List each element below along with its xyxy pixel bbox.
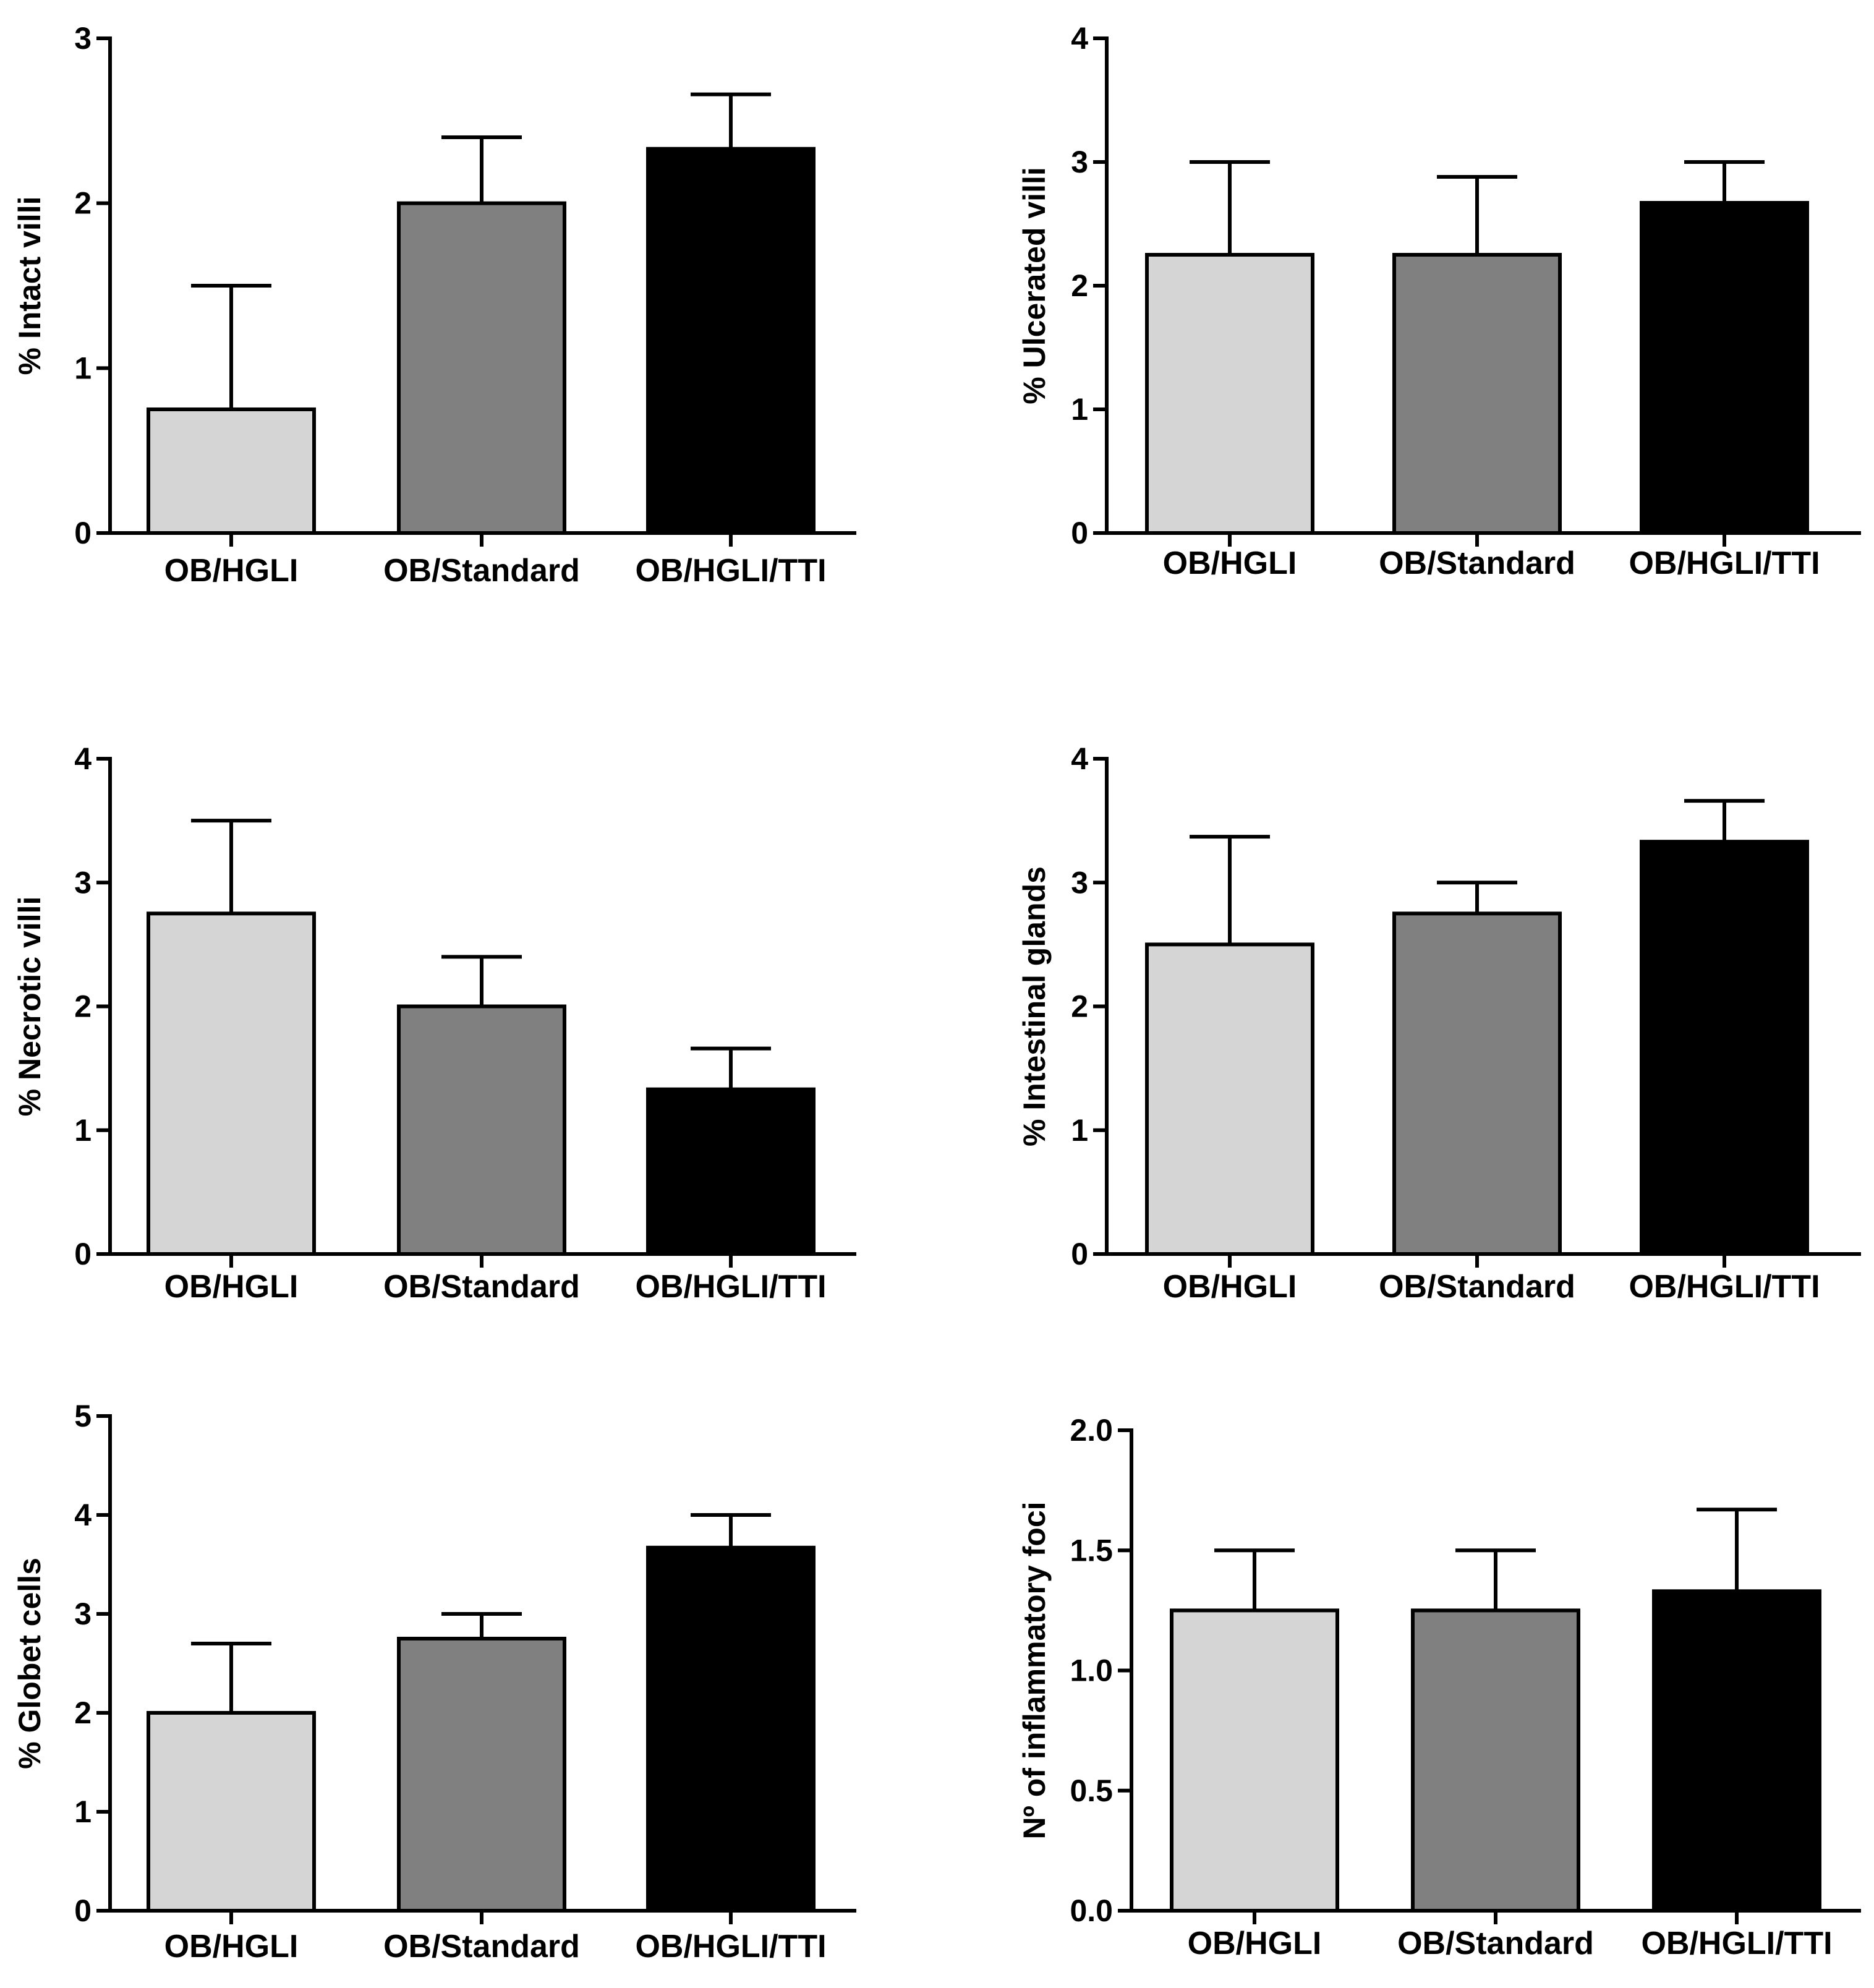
y-axis-title: % Intact villi: [12, 197, 47, 375]
chart-panel-3: 0 1 2 3 4 OB/HGLI OB/Standard OB/HGLI/TTI % Necr…: [12, 741, 856, 1305]
bar-2: [1392, 911, 1562, 1256]
y-tick-label: 2.0: [1070, 1413, 1113, 1448]
y-tick-label: 3: [1071, 145, 1088, 179]
category-label: OB/HGLI/TTI: [635, 1929, 826, 1965]
bar-3: [646, 147, 816, 535]
y-tick-label: 3: [74, 21, 92, 56]
chart-panel-1: 0 1 2 3 OB/HGLI OB/Standard OB/HGLI/TTI % Intac…: [12, 21, 856, 589]
category-label: OB/HGLI/TTI: [635, 553, 826, 589]
bar-2: [1411, 1608, 1580, 1913]
y-tick-label: 1: [1071, 1113, 1088, 1148]
bar-1: [147, 911, 316, 1256]
bar-1: [147, 407, 316, 535]
bar-1: [1170, 1608, 1339, 1913]
category-label: OB/Standard: [1379, 1269, 1575, 1305]
chart-panel-2: 0 1 2 3 4 OB/HGLI OB/Standard OB/HGLI/TTI % Ulce…: [1017, 21, 1861, 581]
y-tick-label: 1: [74, 351, 92, 385]
y-axis-title: % Intestinal glands: [1017, 866, 1052, 1146]
y-tick-label: 2: [74, 989, 92, 1024]
y-tick-label: 1: [1071, 392, 1088, 427]
category-label: OB/Standard: [383, 1929, 580, 1965]
bar-3: [1640, 201, 1809, 535]
category-label: OB/Standard: [1397, 1926, 1594, 1961]
y-tick-label: 1.5: [1070, 1533, 1113, 1568]
bar-1: [1145, 253, 1314, 535]
category-label: OB/HGLI: [1163, 1269, 1297, 1305]
category-label: OB/HGLI: [164, 1929, 299, 1965]
y-tick-label: 3: [74, 865, 92, 900]
category-label: OB/HGLI/TTI: [635, 1269, 826, 1305]
y-tick-label: 3: [74, 1597, 92, 1631]
bar-2: [397, 201, 566, 535]
category-label: OB/HGLI/TTI: [1641, 1926, 1832, 1961]
y-tick-label: 4: [1071, 21, 1088, 56]
bar-2: [397, 1004, 566, 1256]
y-tick-label: 0: [74, 1893, 92, 1928]
category-label: OB/Standard: [383, 553, 580, 589]
y-tick-label: 3: [1071, 865, 1088, 900]
category-label: OB/HGLI/TTI: [1629, 1269, 1820, 1305]
y-tick-label: 4: [74, 741, 92, 776]
chart-panel-5: 0 1 2 3 4 5 OB/HGLI OB/Standard OB/HGLI/TTI % Glo…: [12, 1399, 856, 1965]
y-tick-label: 4: [74, 1498, 92, 1532]
y-tick-label: 0.0: [1070, 1893, 1113, 1928]
bar-1: [1145, 942, 1314, 1256]
y-tick-label: 2: [1071, 989, 1088, 1024]
y-tick-label: 0.5: [1070, 1773, 1113, 1808]
category-label: OB/HGLI: [1163, 545, 1297, 581]
y-axis-title: % Ulcerated villi: [1017, 167, 1052, 404]
y-tick-label: 0: [1071, 516, 1088, 550]
y-tick-label: 0: [1071, 1237, 1088, 1271]
bar-2: [397, 1637, 566, 1913]
y-tick-label: 4: [1071, 741, 1088, 776]
category-label: OB/HGLI: [164, 1269, 299, 1305]
bar-3: [1640, 840, 1809, 1256]
category-label: OB/HGLI: [164, 553, 299, 589]
bar-1: [147, 1711, 316, 1913]
bar-2: [1392, 253, 1562, 535]
chart-panel-6: 0.0 0.5 1.0 1.5 2.0 OB/HGLI OB/Standard OB/HGLI…: [1017, 1413, 1861, 1961]
bar-3: [1652, 1589, 1821, 1913]
category-label: OB/Standard: [1379, 545, 1575, 581]
y-tick-label: 0: [74, 516, 92, 550]
y-tick-label: 1.0: [1070, 1653, 1113, 1688]
chart-panel-4: 0 1 2 3 4 OB/HGLI OB/Standard OB/HGLI/TTI % Inte…: [1017, 741, 1861, 1305]
category-label: OB/HGLI: [1188, 1926, 1322, 1961]
y-tick-label: 5: [74, 1399, 92, 1433]
y-axis-title: % Globet cells: [12, 1558, 47, 1769]
bar-3: [646, 1087, 816, 1256]
y-tick-label: 2: [1071, 268, 1088, 303]
y-tick-label: 1: [74, 1113, 92, 1148]
y-tick-label: 2: [74, 1696, 92, 1730]
y-tick-label: 2: [74, 186, 92, 221]
y-axis-title: Nº of inflammatory foci: [1017, 1501, 1052, 1839]
y-axis-title: % Necrotic villi: [12, 897, 47, 1117]
y-tick-label: 0: [74, 1237, 92, 1271]
y-tick-label: 1: [74, 1794, 92, 1829]
bar-3: [646, 1545, 816, 1913]
category-label: OB/Standard: [383, 1269, 580, 1305]
category-label: OB/HGLI/TTI: [1629, 545, 1820, 581]
